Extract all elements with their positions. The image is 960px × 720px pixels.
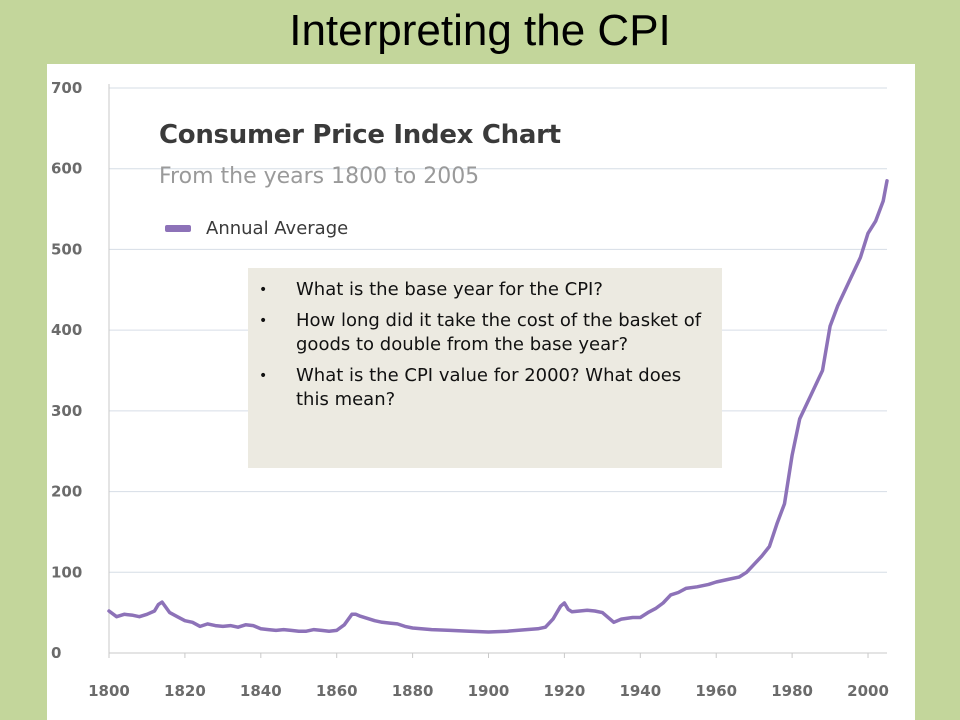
x-tick-label: 1900 bbox=[468, 682, 510, 700]
x-tick-label: 1860 bbox=[316, 682, 358, 700]
cpi-line-chart: 0 100 200 300 400 500 600 700 1800 1820 1840 1860 18… bbox=[51, 79, 889, 700]
chart-legend: Annual Average bbox=[165, 215, 348, 241]
x-tick-label: 1800 bbox=[88, 682, 130, 700]
y-tick-label: 500 bbox=[51, 240, 82, 258]
y-tick-label: 700 bbox=[51, 79, 82, 97]
x-tick-label: 1820 bbox=[164, 682, 206, 700]
question-text: What is the CPI value for 2000? What doe… bbox=[296, 365, 682, 410]
x-tick-label: 1940 bbox=[619, 682, 661, 700]
question-item: • What is the base year for the CPI? bbox=[256, 278, 710, 302]
x-tick-label: 1840 bbox=[240, 682, 282, 700]
question-item: • How long did it take the cost of the ba… bbox=[256, 309, 710, 357]
question-list: • What is the base year for the CPI? • How… bbox=[256, 278, 710, 412]
question-text: How long did it take the cost of the bas… bbox=[296, 310, 702, 355]
legend-swatch bbox=[165, 224, 191, 232]
question-text: What is the base year for the CPI? bbox=[296, 279, 603, 300]
x-tick-label: 2000 bbox=[847, 682, 889, 700]
x-tick-label: 1960 bbox=[695, 682, 737, 700]
series-line-annual-average bbox=[107, 179, 889, 634]
y-tick-label: 100 bbox=[51, 563, 82, 581]
bullet-icon: • bbox=[259, 313, 268, 329]
y-tick-label: 300 bbox=[51, 402, 82, 420]
chart-subtitle: From the years 1800 to 2005 bbox=[159, 164, 480, 189]
y-tick-label: 400 bbox=[51, 321, 82, 339]
x-tick-label: 1880 bbox=[392, 682, 434, 700]
question-box: • What is the base year for the CPI? • How… bbox=[248, 268, 722, 468]
chart-panel: 0 100 200 300 400 500 600 700 1800 1820 1840 1860 18… bbox=[47, 64, 915, 720]
y-tick-label: 600 bbox=[51, 160, 82, 178]
x-tick-label: 1920 bbox=[544, 682, 586, 700]
bullet-icon: • bbox=[259, 282, 268, 298]
y-tick-label: 0 bbox=[51, 644, 61, 662]
legend-label: Annual Average bbox=[206, 217, 349, 239]
bullet-icon: • bbox=[259, 368, 268, 384]
question-item: • What is the CPI value for 2000? What do… bbox=[256, 364, 710, 412]
chart-title: Consumer Price Index Chart bbox=[159, 120, 561, 150]
slide-title: Interpreting the CPI bbox=[289, 6, 671, 55]
x-tick-label: 1980 bbox=[771, 682, 813, 700]
y-tick-label: 200 bbox=[51, 483, 82, 501]
